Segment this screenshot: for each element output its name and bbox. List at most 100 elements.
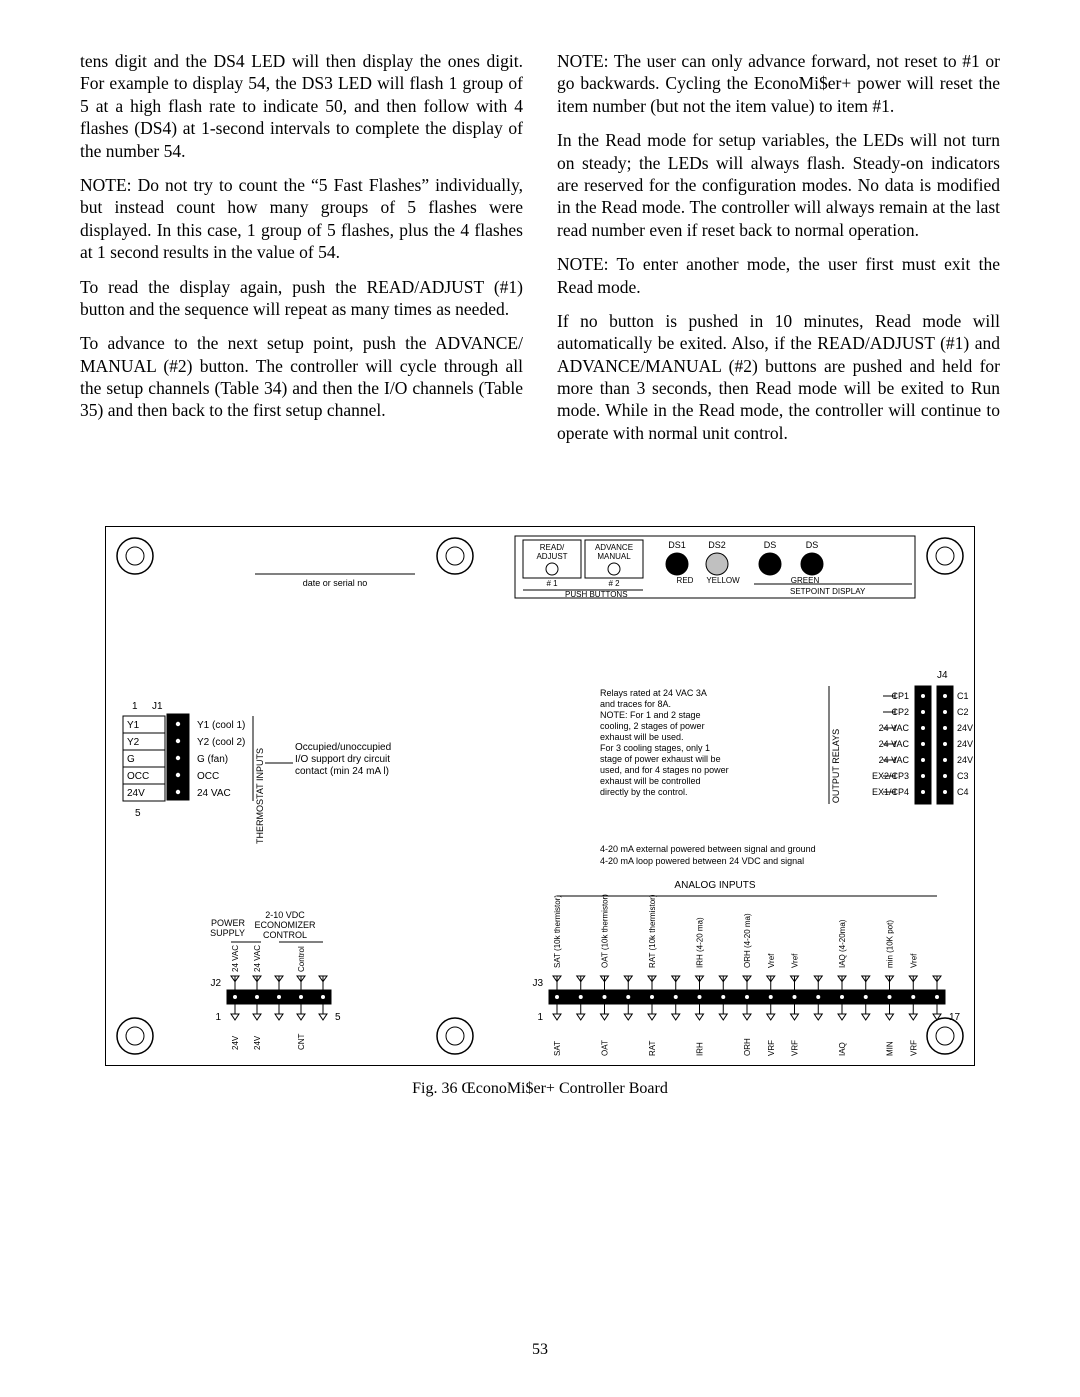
svg-text:RAT: RAT: [648, 1041, 657, 1057]
svg-text:NOTE: For 1 and 2 stage: NOTE: For 1 and 2 stage: [600, 710, 701, 720]
page-number: 53: [0, 1341, 1080, 1359]
svg-text:1: 1: [537, 1012, 543, 1023]
svg-text:MANUAL: MANUAL: [597, 552, 631, 561]
svg-text:RED: RED: [677, 576, 694, 585]
svg-text:4-20 mA external powered betwe: 4-20 mA external powered between signal …: [600, 844, 816, 854]
svg-text:# 1: # 1: [546, 579, 558, 588]
svg-text:DS: DS: [806, 540, 819, 550]
svg-text:For 3 cooling stages, only 1: For 3 cooling stages, only 1: [600, 743, 710, 753]
svg-text:VRF: VRF: [791, 1040, 800, 1056]
svg-text:SUPPLY: SUPPLY: [210, 928, 245, 938]
svg-text:G: G: [127, 754, 135, 765]
svg-text:YELLOW: YELLOW: [706, 576, 740, 585]
svg-text:DS: DS: [764, 540, 777, 550]
svg-text:24V: 24V: [957, 723, 973, 733]
svg-text:cooling, 2 stages of power: cooling, 2 stages of power: [600, 721, 705, 731]
svg-text:VRF: VRF: [767, 1040, 776, 1056]
svg-text:17: 17: [949, 1012, 961, 1023]
svg-text:C2: C2: [957, 707, 969, 717]
svg-text:ADJUST: ADJUST: [536, 552, 567, 561]
svg-text:ADVANCE: ADVANCE: [595, 543, 633, 552]
svg-text:Y1 (cool 1): Y1 (cool 1): [197, 720, 245, 731]
svg-text:24V: 24V: [127, 788, 145, 799]
svg-text:OUTPUT RELAYS: OUTPUT RELAYS: [831, 729, 841, 803]
svg-text:OAT: OAT: [601, 1040, 610, 1056]
body-paragraph: In the Read mode for setup variables, th…: [557, 129, 1000, 241]
svg-text:THERMOSTAT INPUTS: THERMOSTAT INPUTS: [255, 748, 265, 844]
svg-text:24V: 24V: [957, 739, 973, 749]
svg-text:Vref: Vref: [791, 953, 800, 968]
svg-text:contact (min 24 mA l): contact (min 24 mA l): [295, 766, 389, 777]
svg-text:SAT: SAT: [553, 1041, 562, 1056]
svg-text:Control: Control: [297, 946, 306, 972]
body-paragraph: NOTE: The user can only advance forward,…: [557, 50, 1000, 117]
svg-text:ANALOG INPUTS: ANALOG INPUTS: [674, 880, 755, 891]
svg-text:and traces for 8A.: and traces for 8A.: [600, 699, 671, 709]
svg-text:J4: J4: [937, 670, 948, 681]
svg-text:1: 1: [215, 1012, 221, 1023]
svg-text:24V: 24V: [253, 1035, 262, 1050]
body-paragraph: tens digit and the DS4 LED will then dis…: [80, 50, 523, 162]
svg-text:exhaust will be used.: exhaust will be used.: [600, 732, 684, 742]
svg-text:READ/: READ/: [540, 543, 565, 552]
svg-text:SETPOINT DISPLAY: SETPOINT DISPLAY: [790, 587, 866, 596]
svg-text:G (fan): G (fan): [197, 754, 228, 765]
svg-text:VRF: VRF: [909, 1040, 918, 1056]
svg-text:5: 5: [335, 1012, 341, 1023]
svg-text:24 VAC: 24 VAC: [197, 788, 231, 799]
svg-text:MIN: MIN: [886, 1041, 895, 1056]
svg-text:used, and for 4 stages no powe: used, and for 4 stages no power: [600, 765, 729, 775]
svg-text:ECONOMIZER: ECONOMIZER: [254, 920, 316, 930]
svg-text:SAT (10k thermistor): SAT (10k thermistor): [553, 895, 562, 968]
svg-text:24V: 24V: [231, 1035, 240, 1050]
svg-text:Y2: Y2: [127, 737, 140, 748]
svg-text:C1: C1: [957, 691, 969, 701]
body-paragraph: NOTE: Do not try to count the “5 Fast Fl…: [80, 174, 523, 264]
svg-text:24 VAC: 24 VAC: [231, 945, 240, 972]
svg-text:2-10 VDC: 2-10 VDC: [265, 910, 305, 920]
svg-text:min (10K pot): min (10K pot): [886, 920, 895, 968]
svg-text:IRH: IRH: [696, 1042, 705, 1056]
svg-text:CONTROL: CONTROL: [263, 930, 307, 940]
svg-text:OCC: OCC: [197, 771, 219, 782]
svg-text:RAT (10k thermistor): RAT (10k thermistor): [648, 894, 657, 968]
svg-text:# 2: # 2: [608, 579, 620, 588]
svg-text:Occupied/unoccupied: Occupied/unoccupied: [295, 742, 391, 753]
svg-text:Relays rated at 24 VAC 3A: Relays rated at 24 VAC 3A: [600, 688, 707, 698]
body-paragraph: If no button is pushed in 10 minutes, Re…: [557, 310, 1000, 444]
svg-text:C4: C4: [957, 787, 969, 797]
svg-text:stage of power exhaust will be: stage of power exhaust will be: [600, 754, 721, 764]
svg-text:J3: J3: [532, 978, 543, 989]
svg-text:1: 1: [132, 701, 138, 712]
svg-text:J2: J2: [210, 978, 221, 989]
svg-text:OCC: OCC: [127, 771, 149, 782]
svg-text:directly by the control.: directly by the control.: [600, 787, 688, 797]
svg-text:J1: J1: [152, 701, 163, 712]
svg-text:date or serial no: date or serial no: [303, 578, 368, 588]
body-paragraph: NOTE: To enter another mode, the user fi…: [557, 253, 1000, 298]
svg-text:24 VAC: 24 VAC: [253, 945, 262, 972]
svg-text:24V: 24V: [957, 755, 973, 765]
svg-text:Vref: Vref: [767, 953, 776, 968]
svg-text:5: 5: [135, 808, 141, 819]
svg-text:PUSH BUTTONS: PUSH BUTTONS: [565, 590, 628, 599]
svg-text:IAQ (4-20ma): IAQ (4-20ma): [838, 919, 847, 968]
body-paragraph: To advance to the next setup point, push…: [80, 332, 523, 422]
svg-text:Y1: Y1: [127, 720, 140, 731]
svg-text:POWER: POWER: [211, 918, 246, 928]
svg-text:Y2 (cool 2): Y2 (cool 2): [197, 737, 245, 748]
svg-text:IRH (4-20 ma): IRH (4-20 ma): [696, 917, 705, 968]
svg-text:OAT (10k thermistor): OAT (10k thermistor): [601, 894, 610, 968]
figure-controller-board: READ/ADJUST ADVANCEMANUAL # 1 # 2 PUSH BUTTO…: [80, 526, 1000, 1098]
body-paragraph: To read the display again, push the READ…: [80, 276, 523, 321]
svg-text:ORH: ORH: [743, 1038, 752, 1056]
svg-text:CNT: CNT: [297, 1034, 306, 1051]
svg-text:DS2: DS2: [708, 540, 726, 550]
svg-text:IAQ: IAQ: [838, 1042, 847, 1056]
svg-text:I/O support dry circuit: I/O support dry circuit: [295, 754, 390, 765]
svg-text:exhaust will be controlled: exhaust will be controlled: [600, 776, 701, 786]
figure-caption: Fig. 36 ŒconoMi$er+ Controller Board: [80, 1080, 1000, 1098]
svg-text:DS1: DS1: [668, 540, 686, 550]
svg-text:4-20 mA loop powered between 2: 4-20 mA loop powered between 24 VDC and …: [600, 856, 804, 866]
svg-text:ORH (4-20 ma): ORH (4-20 ma): [743, 913, 752, 968]
